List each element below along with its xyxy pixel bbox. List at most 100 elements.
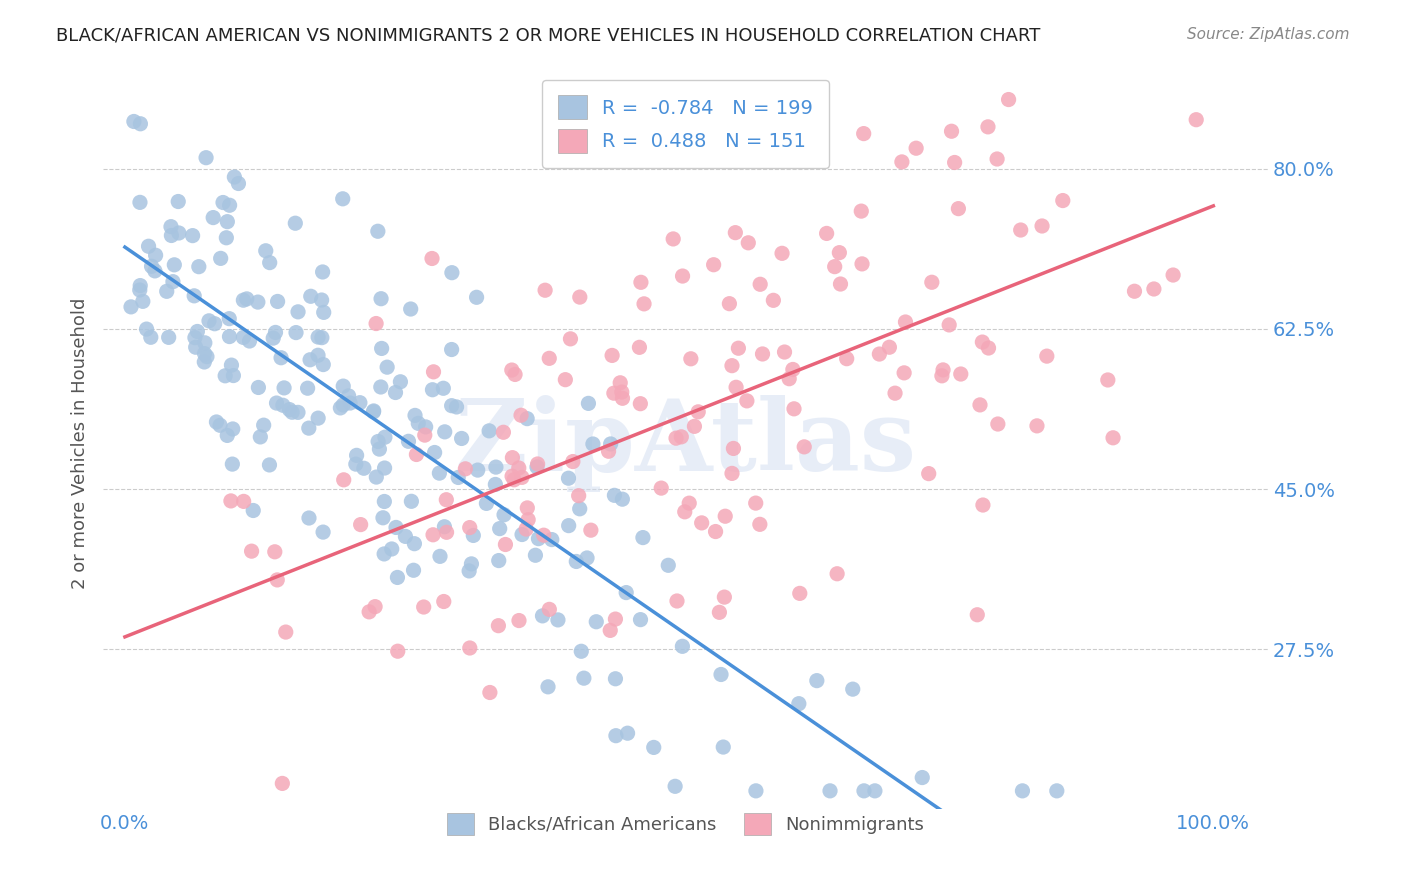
Point bbox=[266, 573, 288, 587]
Point bbox=[167, 194, 190, 209]
Point bbox=[167, 226, 190, 240]
Point bbox=[695, 149, 717, 163]
Point bbox=[578, 396, 600, 410]
Point bbox=[851, 204, 873, 219]
Point bbox=[721, 467, 744, 481]
Point bbox=[778, 372, 800, 386]
Point bbox=[264, 326, 287, 340]
Point bbox=[433, 594, 456, 608]
Point bbox=[987, 417, 1010, 431]
Point bbox=[540, 533, 562, 547]
Point bbox=[332, 473, 354, 487]
Point bbox=[537, 680, 560, 694]
Point bbox=[432, 381, 454, 395]
Point bbox=[783, 401, 806, 416]
Point bbox=[219, 494, 242, 508]
Point bbox=[413, 428, 436, 442]
Point bbox=[156, 285, 179, 299]
Point bbox=[284, 216, 307, 230]
Point bbox=[605, 729, 627, 743]
Point bbox=[385, 520, 408, 534]
Point bbox=[363, 405, 385, 419]
Point bbox=[198, 314, 221, 328]
Point bbox=[657, 558, 679, 573]
Point bbox=[218, 198, 240, 212]
Point bbox=[713, 590, 735, 604]
Point bbox=[202, 211, 225, 225]
Point bbox=[129, 117, 152, 131]
Point bbox=[128, 283, 150, 297]
Point bbox=[381, 541, 404, 556]
Point bbox=[561, 454, 583, 468]
Point bbox=[218, 311, 240, 326]
Point bbox=[221, 457, 243, 471]
Point bbox=[683, 419, 706, 434]
Point bbox=[415, 420, 437, 434]
Point bbox=[370, 342, 392, 356]
Point bbox=[614, 585, 637, 599]
Point bbox=[727, 341, 749, 355]
Point bbox=[612, 492, 634, 507]
Point bbox=[997, 93, 1019, 107]
Point bbox=[560, 332, 582, 346]
Point bbox=[204, 317, 226, 331]
Point bbox=[195, 151, 218, 165]
Point bbox=[1143, 282, 1166, 296]
Point bbox=[503, 368, 526, 382]
Point bbox=[868, 347, 890, 361]
Point bbox=[603, 488, 626, 502]
Point bbox=[599, 624, 621, 638]
Point bbox=[384, 385, 406, 400]
Point bbox=[524, 548, 547, 562]
Point bbox=[184, 331, 207, 345]
Point bbox=[224, 169, 246, 184]
Point bbox=[711, 740, 734, 755]
Point bbox=[240, 544, 263, 558]
Point bbox=[510, 470, 533, 484]
Point bbox=[932, 363, 955, 377]
Point bbox=[1026, 418, 1049, 433]
Point bbox=[194, 335, 217, 350]
Point bbox=[723, 442, 745, 456]
Point bbox=[789, 586, 811, 600]
Point bbox=[371, 510, 394, 524]
Point bbox=[422, 365, 444, 379]
Point bbox=[367, 224, 389, 238]
Point bbox=[709, 605, 731, 619]
Point bbox=[350, 517, 373, 532]
Point bbox=[762, 293, 785, 308]
Point bbox=[616, 726, 638, 740]
Point bbox=[1185, 112, 1208, 127]
Point bbox=[568, 290, 591, 304]
Point bbox=[141, 260, 163, 274]
Point bbox=[440, 343, 463, 357]
Point bbox=[205, 415, 228, 429]
Point bbox=[609, 376, 631, 390]
Point bbox=[145, 248, 167, 262]
Point bbox=[931, 368, 953, 383]
Point bbox=[387, 644, 409, 658]
Point bbox=[446, 400, 468, 414]
Point bbox=[678, 496, 700, 510]
Point bbox=[972, 334, 994, 349]
Point bbox=[893, 366, 915, 380]
Text: ZipAtlas: ZipAtlas bbox=[454, 395, 917, 491]
Point bbox=[408, 417, 430, 431]
Point bbox=[422, 383, 444, 397]
Point bbox=[368, 442, 391, 456]
Point bbox=[193, 346, 215, 360]
Point bbox=[366, 470, 388, 484]
Point bbox=[475, 496, 498, 510]
Point bbox=[332, 192, 354, 206]
Point bbox=[492, 508, 515, 522]
Point bbox=[404, 537, 426, 551]
Point bbox=[232, 330, 254, 344]
Point bbox=[1031, 219, 1053, 233]
Point bbox=[307, 348, 329, 362]
Point bbox=[650, 481, 672, 495]
Point bbox=[538, 351, 561, 366]
Point bbox=[628, 340, 651, 354]
Point bbox=[485, 460, 508, 475]
Point bbox=[429, 549, 451, 564]
Point bbox=[440, 266, 463, 280]
